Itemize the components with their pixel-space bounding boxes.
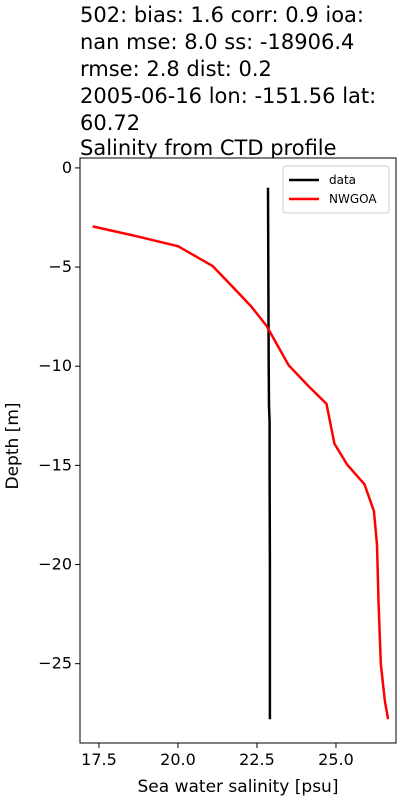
title-line-5: 60.72	[80, 111, 140, 135]
title-line-4: 2005-06-16 lon: -151.56 lat:	[80, 84, 376, 108]
chart-title: 502: bias: 1.6 corr: 0.9 ioa: nan mse: 8…	[80, 3, 376, 160]
y-tick-label: −10	[38, 356, 72, 375]
title-line-3: rmse: 2.8 dist: 0.2	[80, 57, 272, 81]
plot-area	[79, 157, 397, 744]
y-tick-label: −15	[38, 455, 72, 474]
legend: data NWGOA	[282, 165, 390, 214]
x-tick-label: 25.0	[318, 750, 354, 769]
series-line-nwgoa	[92, 225, 390, 720]
y-axis-ticks: 0 −5 −10 −15 −20 −25	[38, 158, 80, 673]
x-tick-label: 20.0	[160, 750, 196, 769]
title-line-2: nan mse: 8.0 ss: -18906.4	[80, 30, 354, 54]
y-tick-label: −5	[48, 257, 72, 276]
legend-label-nwgoa: NWGOA	[329, 192, 377, 206]
series-lines	[92, 187, 390, 720]
y-tick-label: −25	[38, 654, 72, 673]
title-line-1: 502: bias: 1.6 corr: 0.9 ioa:	[80, 3, 364, 27]
x-axis-label: Sea water salinity [psu]	[138, 777, 339, 797]
y-tick-label: −20	[38, 555, 72, 574]
x-tick-label: 22.5	[239, 750, 275, 769]
legend-label-data: data	[329, 173, 356, 187]
legend-box	[282, 165, 390, 214]
x-axis-ticks: 17.5 20.0 22.5 25.0	[81, 743, 354, 769]
x-tick-label: 17.5	[81, 750, 117, 769]
series-line-data	[266, 187, 272, 720]
y-tick-label: 0	[62, 158, 72, 177]
y-axis-label: Depth [m]	[3, 402, 23, 489]
title-line-6: Salinity from CTD profile	[80, 136, 337, 160]
